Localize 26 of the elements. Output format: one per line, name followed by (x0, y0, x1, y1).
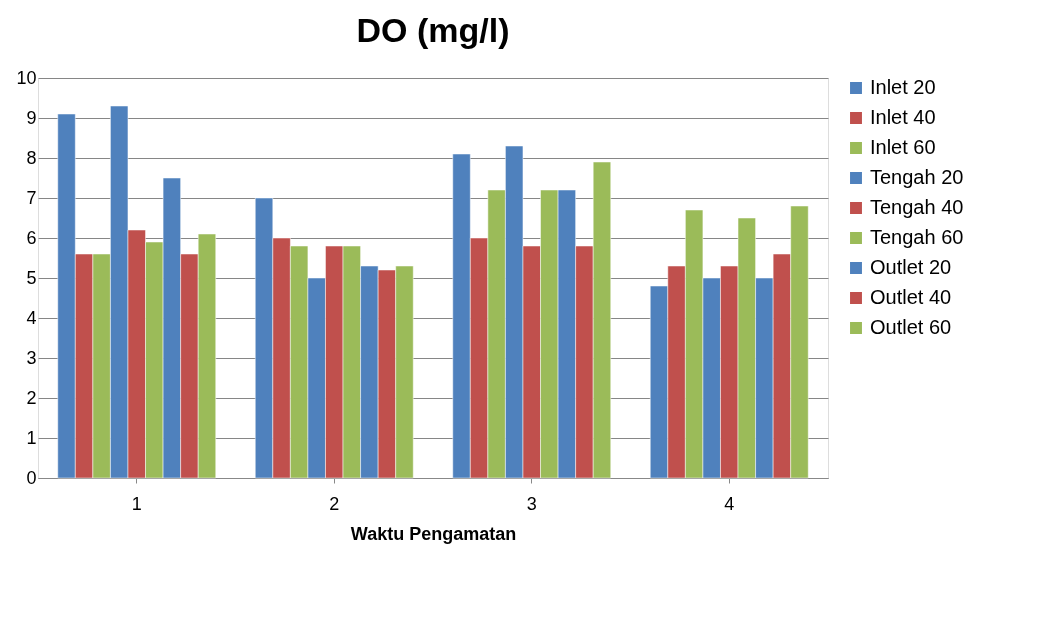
legend-label: Inlet 40 (870, 106, 936, 128)
legend-label: Outlet 60 (870, 316, 952, 338)
y-tick-label: 1 (26, 427, 37, 448)
y-tick-label: 9 (26, 107, 37, 128)
y-tick-label: 3 (26, 347, 37, 368)
y-tick-label: 0 (26, 467, 37, 488)
y-tick-label: 7 (26, 187, 37, 208)
legend-label: Tengah 60 (870, 226, 964, 248)
y-tick-label: 6 (26, 227, 37, 248)
y-tick-label: 4 (26, 307, 37, 328)
legend-label: Outlet 40 (870, 286, 952, 308)
y-tick-label: 10 (16, 67, 37, 88)
x-tick-label: 1 (131, 493, 142, 514)
legend-label: Inlet 60 (870, 136, 936, 158)
legend-label: Tengah 40 (870, 196, 964, 218)
chart-title: DO (mg/l) (356, 11, 510, 49)
y-tick-label: 8 (26, 147, 37, 168)
x-tick-label: 3 (526, 493, 537, 514)
x-axis-title: Waktu Pengamatan (350, 523, 517, 544)
legend-label: Outlet 20 (870, 256, 952, 278)
x-tick-label: 4 (724, 493, 735, 514)
legend-label: Inlet 20 (870, 76, 936, 98)
x-tick-label: 2 (329, 493, 340, 514)
y-tick-label: 5 (26, 267, 37, 288)
y-tick-label: 2 (26, 387, 37, 408)
legend-label: Tengah 20 (870, 166, 964, 188)
